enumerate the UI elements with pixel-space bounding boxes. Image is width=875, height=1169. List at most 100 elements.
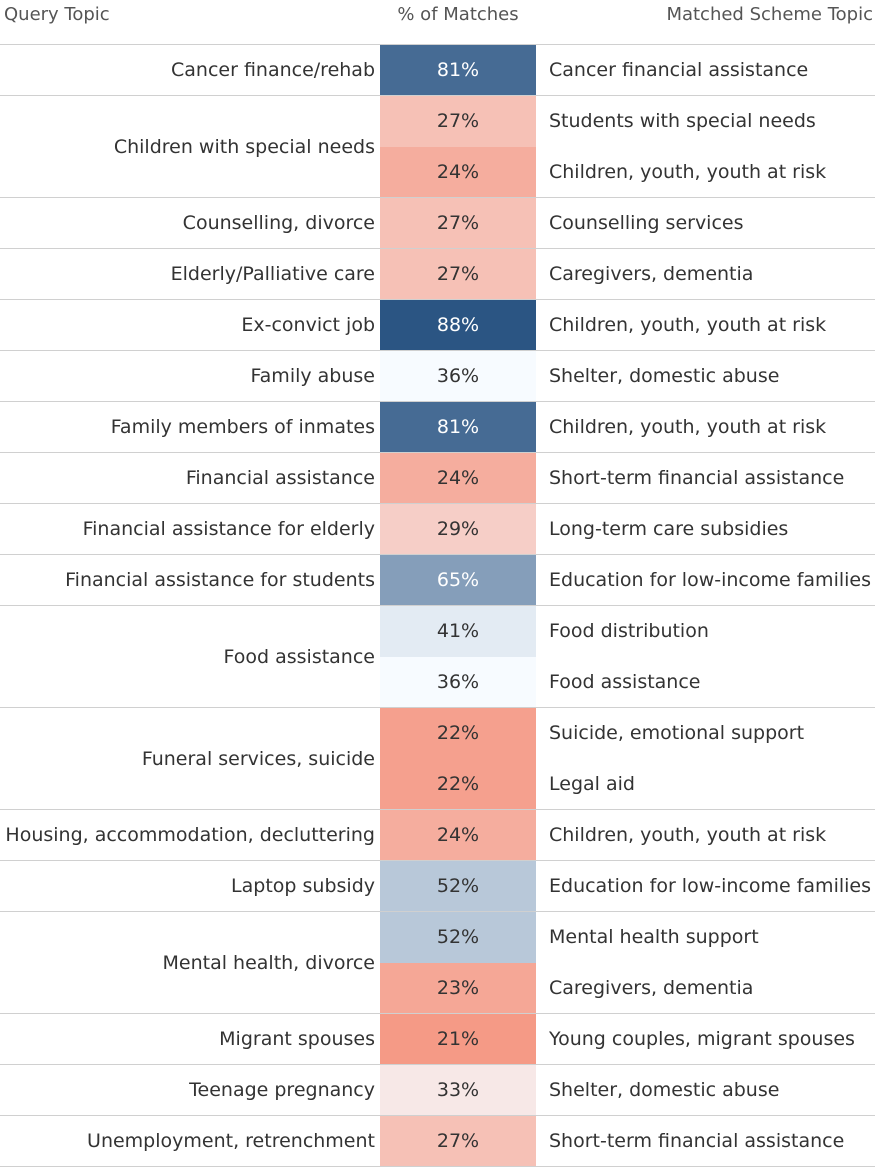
scheme-topic-label: Long-term care subsidies <box>549 518 789 540</box>
query-group: Financial assistance 24% Short-term financ… <box>0 452 875 504</box>
table-row: 22% Suicide, emotional support <box>0 708 875 759</box>
scheme-topic-label: Cancer financial assistance <box>549 59 809 81</box>
pct-matches-header: % of Matches <box>397 4 519 25</box>
query-group: Food assistance 41% Food distribution 36% Fo… <box>0 605 875 708</box>
scheme-topic-label: Suicide, emotional support <box>549 722 805 744</box>
scheme-topic-label: Food assistance <box>549 671 701 693</box>
pct-cell: 41% <box>380 606 536 657</box>
table-row: 65% Education for low-income families <box>0 555 875 606</box>
table-row: 29% Long-term care subsidies <box>0 504 875 555</box>
query-group: Family members of inmates 81% Children, yo… <box>0 401 875 453</box>
pct-cell: 65% <box>380 555 536 606</box>
query-topic-label: Funeral services, suicide <box>141 748 375 770</box>
pct-cell: 81% <box>380 45 536 96</box>
table-row: 33% Shelter, domestic abuse <box>0 1065 875 1116</box>
scheme-topic-label: Caregivers, dementia <box>549 263 754 285</box>
pct-cell: 36% <box>380 351 536 402</box>
query-topic-label: Ex-convict job <box>241 314 375 336</box>
scheme-topic-label: Short-term financial assistance <box>549 1130 845 1152</box>
pct-cell: 33% <box>380 1065 536 1116</box>
query-topic-header: Query Topic <box>4 4 110 25</box>
query-topic-label: Food assistance <box>223 646 376 668</box>
scheme-topic-label: Shelter, domestic abuse <box>549 365 780 387</box>
query-group: Family abuse 36% Shelter, domestic abuse <box>0 350 875 402</box>
pct-cell: 36% <box>380 657 536 708</box>
query-topic-label: Mental health, divorce <box>162 952 376 974</box>
query-group: Unemployment, retrenchment 27% Short-term … <box>0 1115 875 1167</box>
query-group: Mental health, divorce 52% Mental health s… <box>0 911 875 1014</box>
pct-cell: 81% <box>380 402 536 453</box>
query-topic-label: Migrant spouses <box>219 1028 375 1050</box>
query-topic-label: Children with special needs <box>113 136 375 158</box>
pct-cell: 24% <box>380 810 536 861</box>
query-group: Laptop subsidy 52% Education for low-incom… <box>0 860 875 912</box>
query-topic-label: Family members of inmates <box>110 416 375 438</box>
scheme-topic-label: Children, youth, youth at risk <box>549 314 827 336</box>
table-row: 81% Children, youth, youth at risk <box>0 402 875 453</box>
scheme-topic-label: Education for low-income families <box>549 569 871 591</box>
scheme-topic-label: Caregivers, dementia <box>549 977 754 999</box>
query-group: Teenage pregnancy 33% Shelter, domestic ab… <box>0 1064 875 1116</box>
scheme-topic-label: Children, youth, youth at risk <box>549 161 827 183</box>
pct-cell: 27% <box>380 1116 536 1167</box>
scheme-topic-label: Counselling services <box>549 212 744 234</box>
query-topic-label: Financial assistance for elderly <box>82 518 375 540</box>
table-bottom-border <box>0 1166 875 1167</box>
pct-cell: 24% <box>380 147 536 198</box>
table-row: 52% Mental health support <box>0 912 875 963</box>
query-topic-label: Financial assistance for students <box>65 569 375 591</box>
table-row: 36% Shelter, domestic abuse <box>0 351 875 402</box>
pct-cell: 27% <box>380 249 536 300</box>
scheme-topic-label: Shelter, domestic abuse <box>549 1079 780 1101</box>
query-group: Housing, accommodation, decluttering 24% C… <box>0 809 875 861</box>
table-row: 24% Children, youth, youth at risk <box>0 810 875 861</box>
query-group: Children with special needs 27% Students w… <box>0 95 875 198</box>
pct-cell: 24% <box>380 453 536 504</box>
table-row: 88% Children, youth, youth at risk <box>0 300 875 351</box>
scheme-topic-label: Children, youth, youth at risk <box>549 824 827 846</box>
table-row: 27% Caregivers, dementia <box>0 249 875 300</box>
query-topic-label: Unemployment, retrenchment <box>87 1130 375 1152</box>
scheme-topic-label: Legal aid <box>549 773 635 795</box>
query-group: Financial assistance for students 65% Educ… <box>0 554 875 606</box>
table-row: 24% Short-term financial assistance <box>0 453 875 504</box>
pct-cell: 22% <box>380 708 536 759</box>
query-topic-label: Cancer finance/rehab <box>171 59 375 81</box>
scheme-topic-label: Education for low-income families <box>549 875 871 897</box>
scheme-topic-label: Short-term financial assistance <box>549 467 845 489</box>
query-group: Ex-convict job 88% Children, youth, youth … <box>0 299 875 351</box>
scheme-topic-label: Food distribution <box>549 620 709 642</box>
table-row: 22% Legal aid <box>0 759 875 810</box>
pct-cell: 88% <box>380 300 536 351</box>
query-topic-label: Counselling, divorce <box>182 212 375 234</box>
table-row: 23% Caregivers, dementia <box>0 963 875 1014</box>
table-row: 27% Students with special needs <box>0 96 875 147</box>
scheme-topic-label: Young couples, migrant spouses <box>549 1028 855 1050</box>
query-group: Elderly/Palliative care 27% Caregivers, de… <box>0 248 875 300</box>
query-topic-label: Family abuse <box>250 365 375 387</box>
pct-cell: 23% <box>380 963 536 1014</box>
table-row: 21% Young couples, migrant spouses <box>0 1014 875 1065</box>
pct-cell: 52% <box>380 912 536 963</box>
query-group: Funeral services, suicide 22% Suicide, emo… <box>0 707 875 810</box>
table-row: 24% Children, youth, youth at risk <box>0 147 875 198</box>
scheme-topic-label: Mental health support <box>549 926 759 948</box>
query-topic-label: Elderly/Palliative care <box>170 263 375 285</box>
scheme-topic-label: Children, youth, youth at risk <box>549 416 827 438</box>
query-topic-label: Laptop subsidy <box>231 875 375 897</box>
table-row: 41% Food distribution <box>0 606 875 657</box>
query-group: Migrant spouses 21% Young couples, migrant… <box>0 1013 875 1065</box>
table-row: 52% Education for low-income families <box>0 861 875 912</box>
query-topic-label: Housing, accommodation, decluttering <box>5 824 375 846</box>
pct-cell: 52% <box>380 861 536 912</box>
query-group: Financial assistance for elderly 29% Long-… <box>0 503 875 555</box>
pct-cell: 29% <box>380 504 536 555</box>
table-row: 27% Short-term financial assistance <box>0 1116 875 1167</box>
pct-cell: 27% <box>380 96 536 147</box>
pct-cell: 21% <box>380 1014 536 1065</box>
pct-cell: 27% <box>380 198 536 249</box>
scheme-topic-header: Matched Scheme Topic <box>666 4 873 25</box>
table-row: 27% Counselling services <box>0 198 875 249</box>
query-topic-label: Teenage pregnancy <box>189 1079 375 1101</box>
query-group: Counselling, divorce 27% Counselling servi… <box>0 197 875 249</box>
